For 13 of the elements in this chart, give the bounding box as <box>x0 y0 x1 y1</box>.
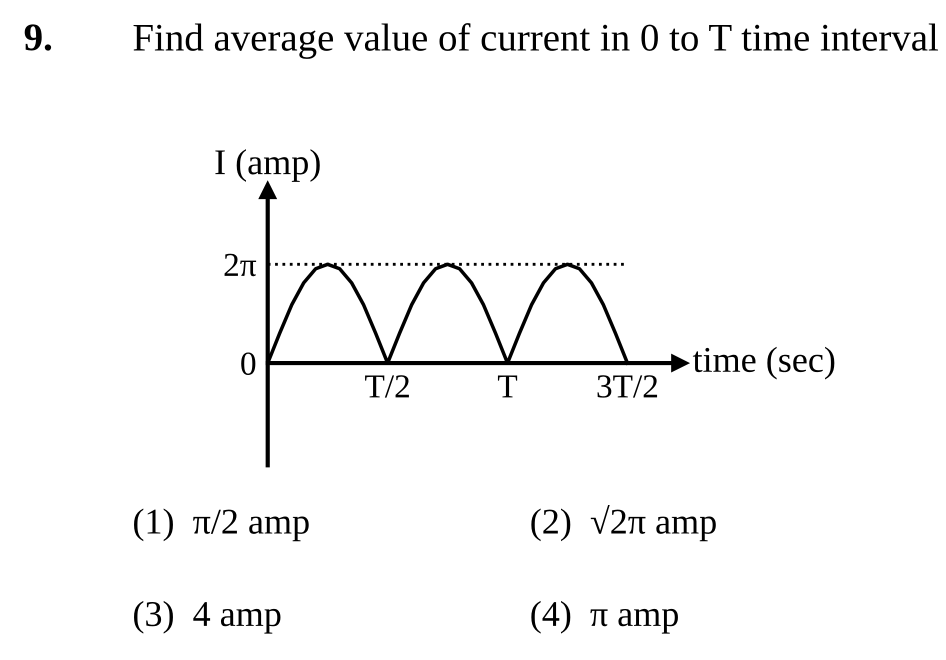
text: (4) π amp <box>531 600 678 634</box>
text: (1) π/2 amp <box>134 508 309 542</box>
y-axis-title: I (amp) <box>215 149 320 182</box>
x-tick-label: 3T/2 <box>598 375 658 398</box>
chart-title: Find average value of current in 0 to T time interval <box>134 23 938 59</box>
x-axis-title: time (sec) <box>692 346 834 380</box>
x-tick-label: T/2 <box>365 375 409 398</box>
y-tick-label: 0 <box>241 352 256 375</box>
text: (3) 4 amp <box>134 600 280 634</box>
x-tick-label: T <box>498 375 518 398</box>
text: 9. <box>24 24 52 51</box>
y-tick-label: 2π <box>224 254 256 276</box>
text: (2) √2π amp <box>531 504 716 542</box>
